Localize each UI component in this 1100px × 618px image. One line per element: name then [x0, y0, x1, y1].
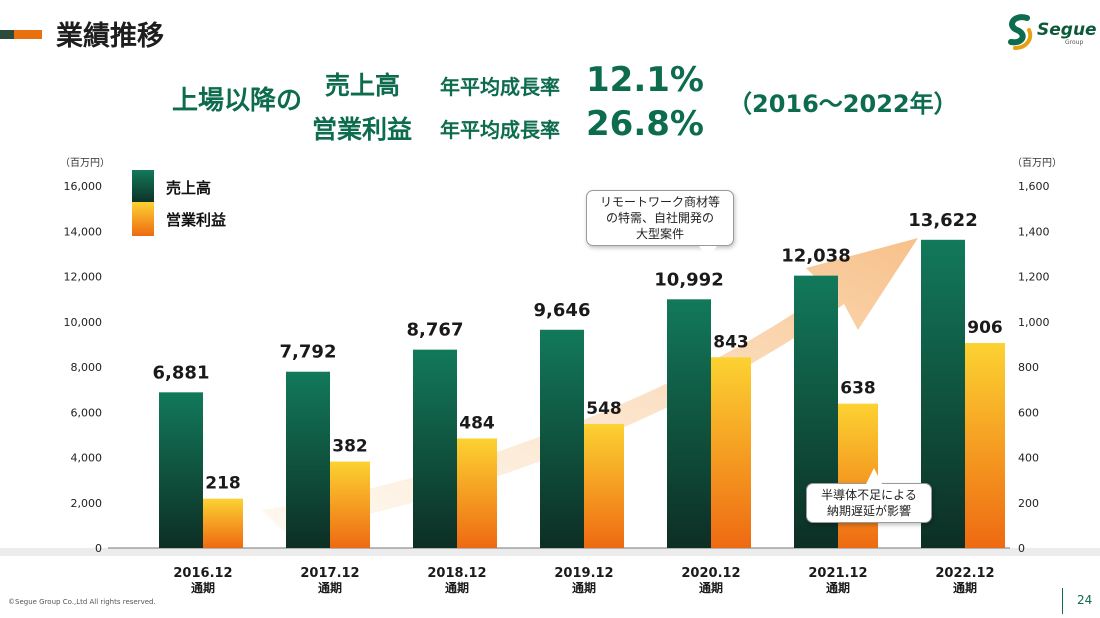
data-label-sales: 13,622: [908, 210, 977, 231]
legend-item-profit: 営業利益: [132, 202, 226, 236]
callout-remote-work-line-1: リモートワーク商材等: [599, 195, 720, 209]
callout-remote-work-tail: [699, 246, 717, 258]
legend-swatch-profit: [132, 202, 154, 236]
bar-profit: [965, 343, 1005, 548]
title-accent-bar-dark: [0, 30, 14, 39]
bar-sales: [413, 349, 457, 548]
data-label-sales: 6,881: [153, 362, 210, 383]
x-tick-label: 2016.12: [173, 566, 232, 581]
x-tick-sublabel: 通期: [953, 580, 977, 595]
data-label-sales: 9,646: [534, 300, 591, 321]
callout-semiconductor-tail: [866, 468, 882, 484]
segue-logo-icon: [1008, 14, 1033, 50]
data-label-profit: 484: [459, 413, 495, 433]
page-number-divider: [1062, 588, 1063, 614]
callout-semiconductor: 半導体不足による 納期遅延が影響: [806, 483, 932, 523]
bar-profit: [584, 424, 624, 548]
chart-baseline-band: [0, 548, 1100, 556]
y-right-tick-label: 200: [1018, 497, 1039, 510]
data-label-profit: 843: [713, 332, 749, 352]
headline-profit-label: 営業利益: [312, 115, 413, 144]
page-title: 業績推移: [56, 21, 164, 52]
data-label-profit: 382: [332, 437, 368, 457]
left-axis-unit: （百万円）: [60, 158, 110, 169]
y-right-tick-label: 0: [1018, 542, 1025, 555]
title-accent-bar: [0, 30, 42, 39]
x-tick-label: 2017.12: [300, 566, 359, 581]
headline-profit-rate-label: 年平均成長率: [440, 118, 560, 142]
callout-semiconductor-line-1: 半導体不足による: [821, 488, 917, 502]
data-label-sales: 12,038: [781, 246, 850, 267]
x-tick-label: 2019.12: [554, 566, 613, 581]
data-label-profit: 218: [205, 474, 241, 494]
headline-sales-cagr: 12.1%: [586, 60, 704, 100]
y-left-tick-label: 6,000: [71, 406, 103, 419]
y-left-tick-label: 12,000: [64, 271, 103, 284]
bar-sales: [667, 299, 711, 548]
data-label-sales: 7,792: [280, 342, 337, 363]
headline-profit-cagr: 26.8%: [586, 104, 704, 144]
x-tick-sublabel: 通期: [318, 580, 342, 595]
data-label-profit: 548: [586, 399, 622, 419]
callout-semiconductor-line-2: 納期遅延が影響: [826, 504, 911, 518]
logo-wordmark: Segue: [1037, 20, 1097, 40]
callout-remote-work: リモートワーク商材等 の特需、自社開発の 大型案件: [586, 190, 734, 246]
legend-label-sales: 売上高: [166, 178, 212, 197]
y-left-tick-label: 4,000: [71, 452, 103, 465]
legend-item-sales: 売上高: [132, 170, 211, 204]
logo-sub: Group: [1065, 39, 1084, 46]
bar-sales: [159, 392, 203, 548]
data-label-sales: 10,992: [654, 269, 723, 290]
y-left-tick-label: 14,000: [64, 225, 103, 238]
x-tick-sublabel: 通期: [445, 580, 469, 595]
bar-sales: [540, 329, 584, 548]
data-label-sales: 8,767: [407, 320, 464, 341]
headline-lead: 上場以降の: [172, 86, 303, 116]
segue-logo: Segue Group: [1003, 12, 1097, 52]
y-left-tick-label: 2,000: [71, 497, 103, 510]
y-right-tick-label: 800: [1018, 361, 1039, 374]
y-right-tick-label: 1,600: [1018, 180, 1050, 193]
bar-profit: [203, 498, 243, 548]
y-left-tick-label: 0: [95, 542, 102, 555]
x-tick-sublabel: 通期: [699, 580, 723, 595]
y-right-tick-label: 400: [1018, 452, 1039, 465]
bar-profit: [330, 461, 370, 548]
x-tick-label: 2020.12: [681, 566, 740, 581]
bar-profit: [711, 357, 751, 548]
data-label-profit: 906: [967, 318, 1003, 338]
y-left-tick-label: 8,000: [71, 361, 103, 374]
legend-label-profit: 営業利益: [166, 210, 227, 229]
y-left-tick-label: 10,000: [64, 316, 103, 329]
headline-sales-rate-label: 年平均成長率: [440, 75, 560, 99]
y-right-tick-label: 600: [1018, 406, 1039, 419]
legend-swatch-sales: [132, 170, 154, 204]
y-right-tick-label: 1,200: [1018, 271, 1050, 284]
headline-period: （2016～2022年）: [728, 90, 958, 118]
x-tick-label: 2018.12: [427, 566, 486, 581]
y-right-tick-label: 1,000: [1018, 316, 1050, 329]
x-tick-sublabel: 通期: [572, 580, 596, 595]
page-number: 24: [1077, 593, 1093, 607]
x-tick-sublabel: 通期: [191, 580, 215, 595]
bar-profit: [457, 438, 497, 548]
x-tick-label: 2022.12: [935, 566, 994, 581]
x-tick-sublabel: 通期: [826, 580, 850, 595]
callout-remote-work-line-2: の特需、自社開発の: [605, 211, 714, 225]
data-label-profit: 638: [840, 379, 876, 399]
right-axis-unit: （百万円）: [1012, 158, 1062, 169]
y-right-tick-label: 1,400: [1018, 225, 1050, 238]
y-left-tick-label: 16,000: [64, 180, 103, 193]
headline-sales-label: 売上高: [325, 71, 401, 100]
x-tick-label: 2021.12: [808, 566, 867, 581]
bar-sales: [286, 371, 330, 548]
footer-copyright: ©Segue Group Co.,Ltd All rights reserved…: [8, 598, 156, 606]
callout-remote-work-line-3: 大型案件: [635, 227, 684, 241]
